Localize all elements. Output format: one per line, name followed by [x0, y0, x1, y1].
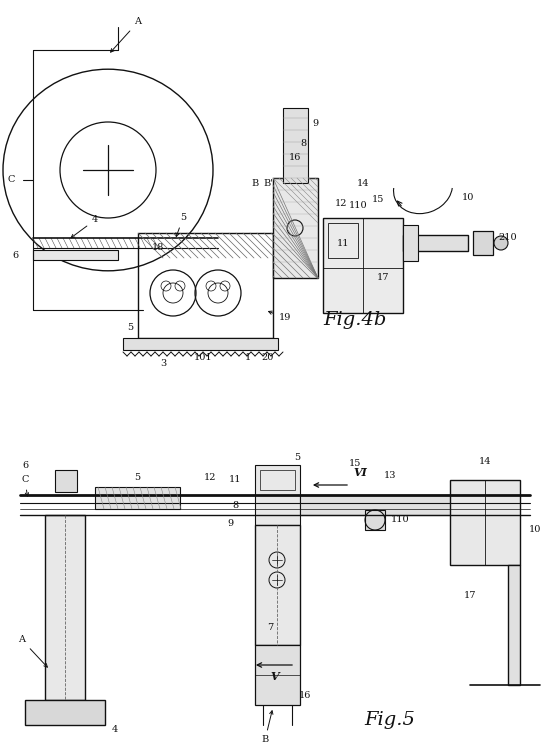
- Text: B': B': [263, 178, 273, 188]
- Text: 5: 5: [176, 214, 186, 236]
- Text: 4: 4: [71, 215, 98, 238]
- Text: 110: 110: [349, 202, 367, 211]
- Bar: [403, 235, 468, 251]
- Bar: [473, 231, 493, 255]
- Bar: [273, 178, 318, 278]
- Text: 7: 7: [267, 622, 273, 632]
- Text: 14: 14: [357, 178, 369, 188]
- Text: 3: 3: [160, 358, 166, 368]
- Text: 9: 9: [312, 118, 318, 128]
- Text: 14: 14: [478, 458, 491, 466]
- Bar: [45, 515, 85, 700]
- Text: 8: 8: [232, 500, 238, 509]
- Text: 15: 15: [349, 458, 361, 467]
- Bar: [260, 470, 295, 490]
- Text: 16: 16: [289, 154, 301, 163]
- Text: A: A: [111, 17, 141, 53]
- Bar: [123, 338, 278, 350]
- Text: 20: 20: [262, 353, 274, 362]
- Text: VI: VI: [353, 467, 367, 478]
- Text: 101: 101: [194, 353, 212, 362]
- Text: 9: 9: [227, 518, 233, 527]
- Text: 12: 12: [204, 472, 216, 482]
- Bar: [403, 225, 418, 261]
- Text: 8: 8: [300, 139, 306, 148]
- Bar: [450, 480, 520, 565]
- Text: 1: 1: [245, 353, 251, 362]
- Text: 13: 13: [384, 470, 396, 479]
- Text: Fig.5: Fig.5: [365, 711, 415, 729]
- Text: C: C: [7, 176, 15, 184]
- Text: 11: 11: [229, 476, 241, 484]
- Circle shape: [494, 236, 508, 250]
- Text: 6: 6: [22, 460, 28, 470]
- Text: 10: 10: [462, 194, 474, 202]
- Text: C: C: [21, 476, 29, 496]
- Text: 6: 6: [12, 251, 18, 260]
- Text: 17: 17: [464, 590, 476, 599]
- Text: 210: 210: [499, 233, 518, 242]
- Bar: [255, 645, 300, 705]
- Bar: [138, 233, 273, 338]
- Text: 19: 19: [268, 311, 291, 322]
- Text: 4: 4: [112, 725, 118, 734]
- Bar: [55, 470, 77, 492]
- Text: 15: 15: [372, 196, 384, 205]
- Bar: [508, 565, 520, 685]
- Bar: [25, 700, 105, 725]
- Text: Fig.4b: Fig.4b: [323, 311, 387, 329]
- Text: 10: 10: [529, 526, 541, 535]
- Bar: [283, 108, 308, 183]
- Bar: [328, 223, 358, 258]
- Text: B: B: [251, 178, 258, 188]
- Bar: [323, 218, 403, 313]
- Text: 18: 18: [152, 244, 164, 253]
- Text: B: B: [261, 711, 273, 745]
- Text: 110: 110: [390, 515, 409, 524]
- Bar: [365, 510, 385, 530]
- Text: V: V: [271, 671, 279, 682]
- Text: A: A: [19, 635, 47, 668]
- Bar: [255, 465, 300, 525]
- Bar: [95, 487, 180, 509]
- Text: 16: 16: [299, 691, 311, 700]
- Text: 5: 5: [127, 323, 133, 332]
- Text: 12: 12: [335, 199, 347, 208]
- Bar: [300, 495, 480, 515]
- Text: 11: 11: [337, 238, 349, 248]
- Text: 5: 5: [134, 472, 140, 482]
- Text: 17: 17: [377, 274, 389, 283]
- Bar: [255, 525, 300, 645]
- Bar: [33, 250, 118, 260]
- Text: 5: 5: [294, 452, 300, 461]
